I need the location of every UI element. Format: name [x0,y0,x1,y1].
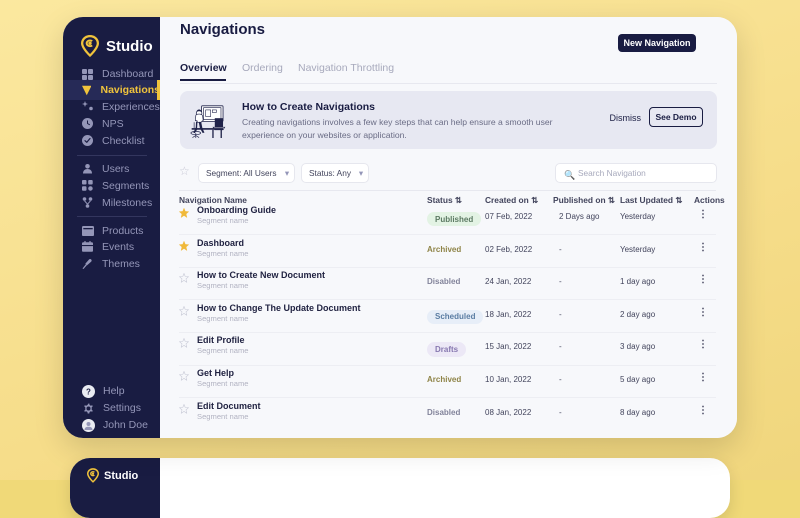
svg-text:?: ? [86,387,91,396]
